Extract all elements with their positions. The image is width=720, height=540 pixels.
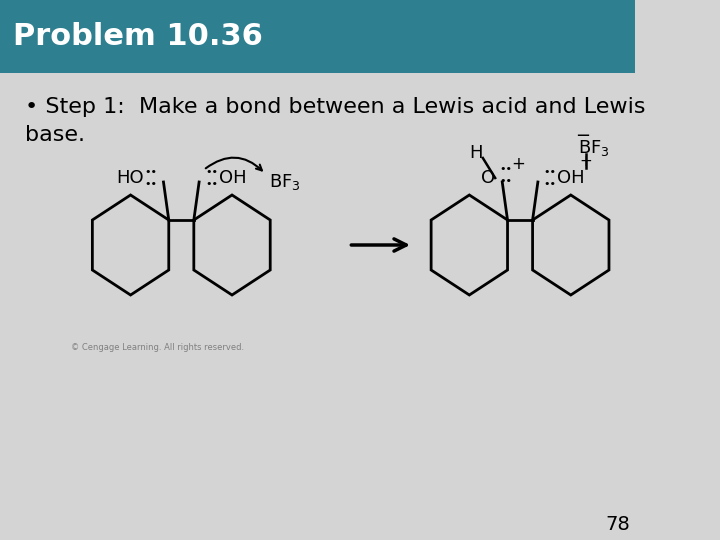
Text: −: − <box>575 127 590 145</box>
Text: ••: •• <box>499 164 512 174</box>
Text: • Step 1:  Make a bond between a Lewis acid and Lewis
base.: • Step 1: Make a bond between a Lewis ac… <box>25 97 646 145</box>
Text: ••: •• <box>499 176 512 186</box>
Text: OH: OH <box>557 169 585 187</box>
Text: © Cengage Learning. All rights reserved.: © Cengage Learning. All rights reserved. <box>71 343 243 353</box>
Text: 78: 78 <box>606 516 630 535</box>
Text: ••: •• <box>205 179 218 189</box>
Text: ••: •• <box>205 167 218 177</box>
Text: +: + <box>579 154 592 170</box>
Text: BF$_3$: BF$_3$ <box>269 172 301 192</box>
Text: H: H <box>469 144 482 162</box>
FancyBboxPatch shape <box>0 0 635 73</box>
Text: HO: HO <box>117 169 144 187</box>
Text: O: O <box>481 169 495 187</box>
Text: OH: OH <box>218 169 246 187</box>
Text: ••: •• <box>145 167 158 177</box>
Text: ••: •• <box>544 167 557 177</box>
Text: BF$_3$: BF$_3$ <box>578 138 611 158</box>
Text: ••: •• <box>544 179 557 189</box>
Text: +: + <box>511 155 525 173</box>
Text: ••: •• <box>145 179 158 189</box>
Text: Problem 10.36: Problem 10.36 <box>13 22 263 51</box>
